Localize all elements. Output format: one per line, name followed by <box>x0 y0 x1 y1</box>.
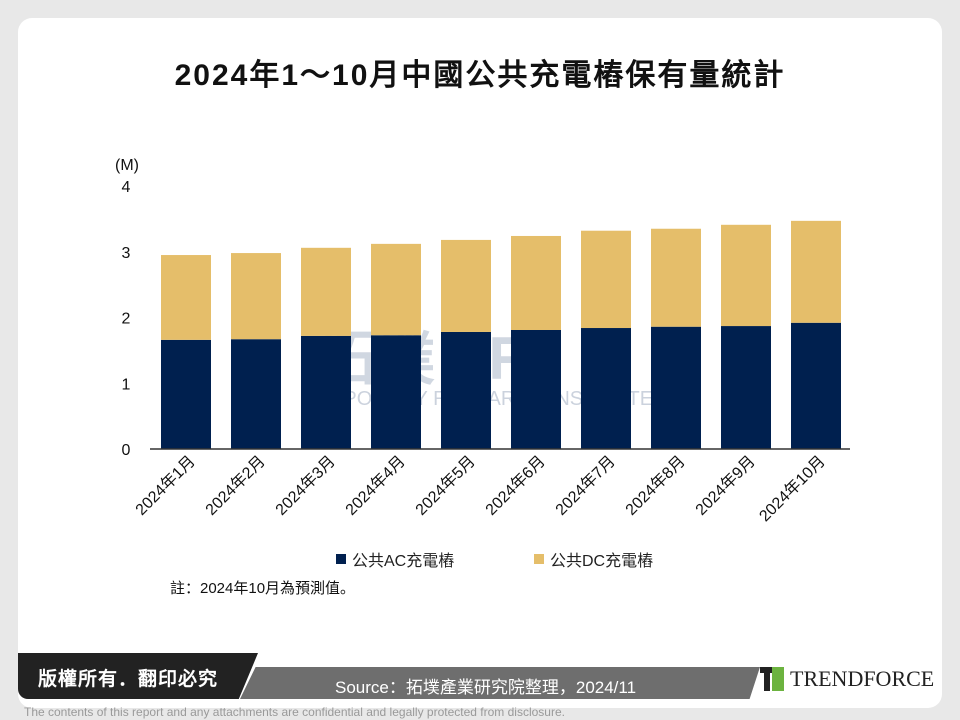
bar-dc <box>371 243 421 336</box>
bar-ac <box>511 329 561 449</box>
bar-dc <box>581 230 631 329</box>
x-tick-label: 2024年3月 <box>272 452 339 519</box>
brand-name: TRENDFORCE <box>790 666 935 691</box>
chart-note: 註：2024年10月為預測值。 <box>170 580 356 597</box>
y-tick-label: 4 <box>122 179 131 196</box>
trendforce-logo-icon <box>760 667 784 691</box>
x-tick-label: 2024年10月 <box>756 452 829 525</box>
legend-item-dc: 公共DC充電樁 <box>534 547 653 571</box>
bar-dc <box>651 228 701 327</box>
bar-dc <box>441 239 491 332</box>
bar-dc <box>511 235 561 330</box>
y-tick-label: 0 <box>122 442 131 459</box>
y-tick-label: 3 <box>122 245 131 262</box>
disclaimer: The contents of this report and any atta… <box>24 705 565 719</box>
bar-ac <box>581 328 631 449</box>
legend-swatch-ac <box>336 554 346 564</box>
bar-dc <box>161 255 211 340</box>
bar-ac <box>161 339 211 449</box>
bar-dc <box>791 220 841 323</box>
legend-swatch-dc <box>534 554 544 564</box>
bar-dc <box>301 247 351 336</box>
bar-ac <box>651 326 701 449</box>
x-tick-label: 2024年1月 <box>132 452 199 519</box>
y-tick-label: 2 <box>122 311 131 328</box>
copyright-banner: 版權所有．翻印必究 <box>18 653 258 699</box>
bar-ac <box>231 339 281 449</box>
bar-dc <box>721 224 771 327</box>
source-banner: Source：拓墣產業研究院整理，2024/11 <box>240 667 760 699</box>
bar-ac <box>791 322 841 449</box>
source-text: Source：拓墣產業研究院整理，2024/11 <box>335 678 637 697</box>
x-tick-label: 2024年6月 <box>482 452 549 519</box>
y-tick-label: 1 <box>122 376 131 393</box>
copyright-text: 版權所有．翻印必究 <box>38 669 219 690</box>
bar-ac <box>721 326 771 449</box>
x-tick-label: 2024年8月 <box>622 452 689 519</box>
bar-ac <box>301 335 351 449</box>
x-tick-label: 2024年5月 <box>412 452 479 519</box>
chart-title: 2024年1～10月中國公共充電樁保有量統計 <box>174 59 786 92</box>
trendforce-logo: TRENDFORCE <box>760 666 934 692</box>
bar-ac <box>441 331 491 449</box>
bar-ac <box>371 335 421 449</box>
y-axis-unit: (M) <box>115 157 139 174</box>
bar-dc <box>231 253 281 340</box>
legend-label-dc: 公共DC充電樁 <box>550 553 654 570</box>
watermark-logo: 拓墣 TRi <box>315 325 549 392</box>
x-tick-label: 2024年2月 <box>202 452 269 519</box>
x-tick-label: 2024年7月 <box>552 452 619 519</box>
x-tick-label: 2024年4月 <box>342 452 409 519</box>
legend-label-ac: 公共AC充電樁 <box>352 553 455 570</box>
x-tick-label: 2024年9月 <box>692 452 759 519</box>
legend-item-ac: 公共AC充電樁 <box>336 547 454 571</box>
